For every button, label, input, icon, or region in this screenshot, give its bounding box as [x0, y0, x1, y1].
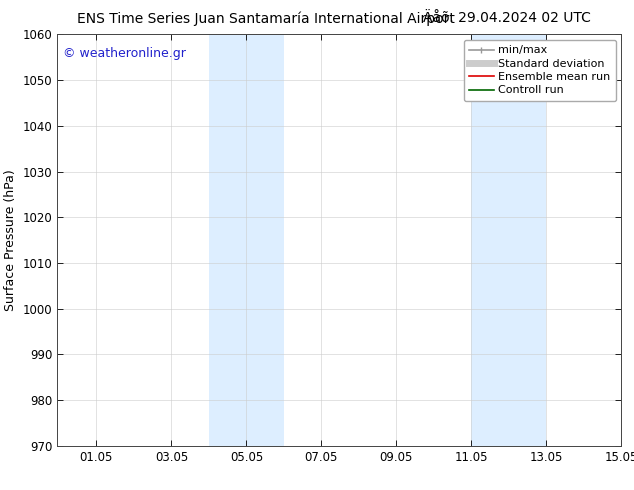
Bar	[471, 34, 547, 446]
Legend: min/max, Standard deviation, Ensemble mean run, Controll run: min/max, Standard deviation, Ensemble me…	[463, 40, 616, 101]
Y-axis label: Surface Pressure (hPa): Surface Pressure (hPa)	[4, 169, 17, 311]
Text: © weatheronline.gr: © weatheronline.gr	[63, 47, 186, 60]
Text: ENS Time Series Juan Santamaría International Airport: ENS Time Series Juan Santamaría Internat…	[77, 11, 455, 26]
Text: Äåõ. 29.04.2024 02 UTC: Äåõ. 29.04.2024 02 UTC	[424, 11, 591, 25]
Bar	[209, 34, 284, 446]
